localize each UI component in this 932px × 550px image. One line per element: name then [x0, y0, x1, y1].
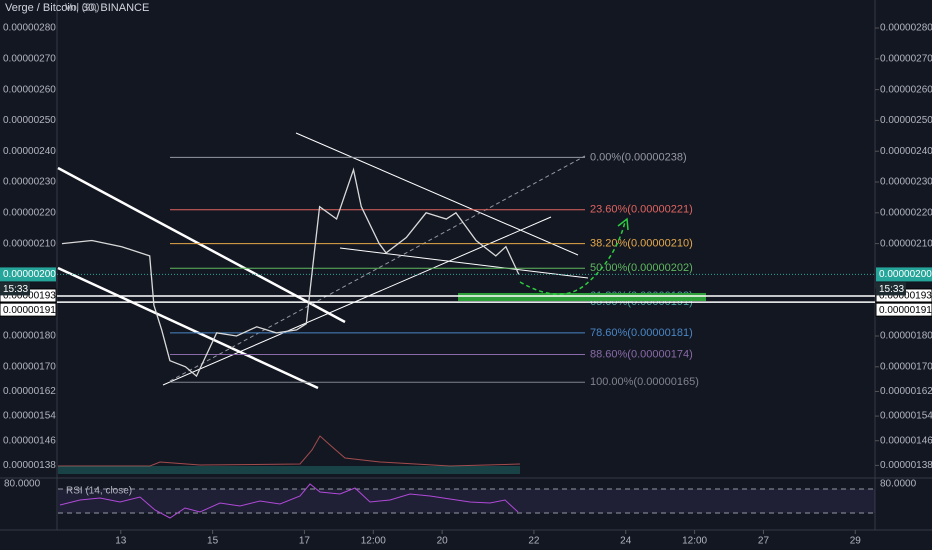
y-tick-label: 0.00000138	[880, 460, 932, 471]
price-label: 0.00000191	[3, 305, 56, 316]
trend-line	[162, 216, 552, 386]
fib-label: 78.60%(0.00000181)	[590, 327, 693, 339]
y-tick-label: 0.00000280	[3, 23, 56, 34]
y-tick-label: 0.00000146	[880, 435, 932, 446]
y-tick-label: 0.00000280	[880, 23, 932, 34]
price-box	[0, 302, 57, 317]
y-tick-label: 0.00000260	[880, 84, 932, 95]
arrow-head	[617, 217, 629, 231]
rsi-line	[59, 483, 519, 519]
rsi-level-right: 80.0000	[880, 479, 917, 490]
y-tick-label: 0.00000220	[3, 207, 56, 218]
symbol-title: Verge / Bitcoin, 30, BINANCE	[5, 2, 149, 14]
y-tick-label: 0.00000154	[3, 411, 56, 422]
y-tick-label: 0.00000180	[880, 331, 932, 342]
y-tick-label: 0.00000138	[3, 460, 56, 471]
x-tick-label: 22	[528, 536, 540, 547]
fib-trend	[169, 155, 586, 382]
y-tick-label: 0.00000170	[880, 361, 932, 372]
y-tick-label: 0.00000162	[880, 386, 932, 397]
x-tick-label: 15	[207, 536, 219, 547]
fib-label: 0.00%(0.00000238)	[590, 151, 687, 163]
y-tick-label: 0.00000260	[3, 84, 56, 95]
fib-label: 38.20%(0.00000210)	[590, 238, 693, 250]
fib-label: 23.60%(0.00000221)	[590, 204, 693, 216]
trend-line	[57, 266, 319, 390]
x-tick-label: 17	[299, 536, 311, 547]
y-tick-label: 0.00000180	[3, 331, 56, 342]
x-tick-label: 20	[437, 536, 449, 547]
price-label: 0.00000191	[879, 305, 932, 316]
volume-bars	[58, 466, 520, 474]
volume-ma	[58, 435, 521, 467]
price-line	[61, 167, 520, 378]
rsi-title: RSI (14, close)	[66, 486, 132, 497]
trend-line	[295, 132, 579, 256]
current-price-label: 0.00000200	[3, 269, 56, 280]
current-price-box	[0, 267, 56, 282]
projection-arrow	[519, 221, 626, 296]
fib-label: 100.00%(0.00000165)	[590, 376, 699, 388]
x-tick-label: 27	[758, 536, 770, 547]
y-tick-label: 0.00000170	[3, 361, 56, 372]
x-tick-label: 29	[850, 536, 862, 547]
volume-title: Vol (20)	[65, 3, 99, 14]
y-tick-label: 0.00000240	[880, 146, 932, 157]
y-tick-label: 0.00000210	[880, 238, 932, 249]
trend-line	[339, 247, 589, 279]
current-price-label: 0.00000200	[879, 269, 932, 280]
x-tick-label: 24	[620, 536, 632, 547]
price-box	[875, 302, 932, 317]
y-tick-label: 0.00000230	[3, 177, 56, 188]
countdown-label: 15:33	[879, 284, 904, 295]
price-label: 0.00000193	[879, 291, 932, 302]
target-zone	[458, 293, 706, 301]
y-tick-label: 0.00000162	[3, 386, 56, 397]
y-tick-label: 0.00000240	[3, 146, 56, 157]
y-tick-label: 0.00000250	[880, 115, 932, 126]
x-tick-label: 12:00	[361, 536, 386, 547]
countdown-label: 15:33	[3, 284, 28, 295]
countdown-box	[0, 282, 30, 296]
x-tick-label: 13	[115, 536, 127, 547]
y-tick-label: 0.00000210	[3, 238, 56, 249]
fib-label: 88.60%(0.00000174)	[590, 348, 693, 360]
y-tick-label: 0.00000270	[880, 53, 932, 64]
y-tick-label: 0.00000146	[3, 435, 56, 446]
fib-label: 50.00%(0.00000202)	[590, 262, 693, 274]
x-tick-label: 12:00	[682, 536, 707, 547]
rsi-level-left: 80.0000	[4, 479, 41, 490]
y-tick-label: 0.00000230	[880, 177, 932, 188]
y-tick-label: 0.00000250	[3, 115, 56, 126]
y-tick-label: 0.00000154	[880, 411, 932, 422]
price-label: 0.00000193	[3, 291, 56, 302]
countdown-box	[876, 282, 906, 296]
current-price-box	[876, 267, 932, 282]
y-tick-label: 0.00000270	[3, 53, 56, 64]
y-tick-label: 0.00000220	[880, 207, 932, 218]
